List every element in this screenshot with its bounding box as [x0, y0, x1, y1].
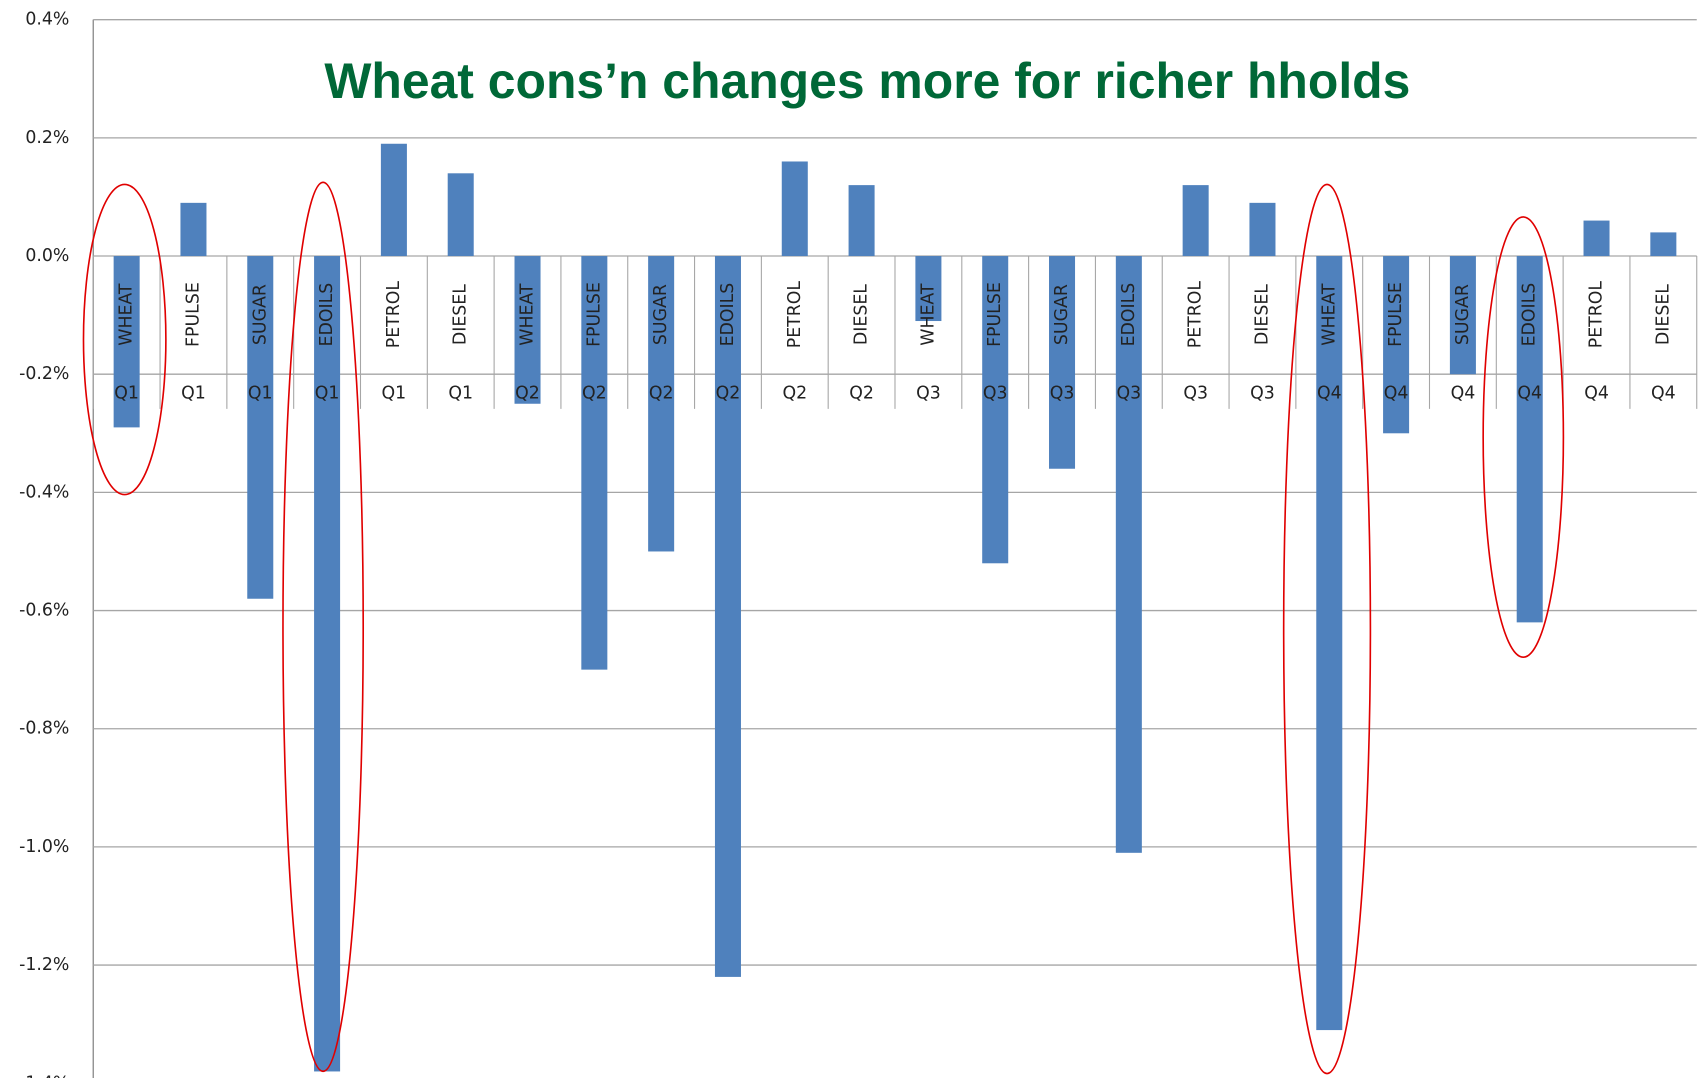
- y-tick-label: 0.4%: [25, 10, 69, 30]
- x-group-label: Q3: [1117, 384, 1142, 404]
- highlight: [82, 183, 167, 496]
- bar: [1115, 256, 1142, 853]
- x-group-label: Q1: [448, 384, 473, 404]
- chart-title: Wheat cons’n changes more for richer hho…: [324, 53, 1410, 109]
- x-tick-label: PETROL: [1186, 281, 1206, 349]
- highlight-ellipses: [82, 181, 1565, 1075]
- bar: [1182, 185, 1209, 257]
- x-group-label: Q4: [1517, 384, 1542, 404]
- bar: [1516, 256, 1543, 623]
- x-tick-label: SUGAR: [651, 284, 671, 345]
- x-group-label: Q1: [181, 384, 206, 404]
- x-group-label: Q2: [716, 384, 741, 404]
- bar: [848, 185, 875, 257]
- x-group-label: Q4: [1651, 384, 1676, 404]
- x-tick-label: FPULSE: [584, 282, 604, 347]
- y-tick-label: -0.8%: [19, 719, 69, 739]
- y-tick-label: -1.2%: [19, 955, 69, 975]
- x-tick-label: FPULSE: [1386, 282, 1406, 347]
- bar: [1249, 202, 1276, 257]
- x-tick-label: DIESEL: [1252, 284, 1272, 345]
- bar: [581, 256, 608, 670]
- x-tick-label: WHEAT: [518, 283, 538, 346]
- x-tick-label: SUGAR: [250, 284, 270, 345]
- highlight: [1282, 183, 1372, 1075]
- x-tick-label: EDOILS: [718, 283, 738, 347]
- x-group-label: Q1: [248, 384, 273, 404]
- x-group-label: Q1: [114, 384, 139, 404]
- x-tick-label: DIESEL: [451, 284, 471, 345]
- x-tick-label: PETROL: [384, 281, 404, 349]
- bar: [447, 173, 474, 257]
- bar: [982, 256, 1009, 564]
- bar: [915, 256, 942, 322]
- x-group-label: Q3: [1050, 384, 1075, 404]
- bar: [714, 256, 741, 977]
- highlight: [282, 181, 365, 1073]
- bar: [180, 202, 207, 257]
- x-group-label: Q4: [1451, 384, 1476, 404]
- x-tick-label: DIESEL: [1653, 284, 1673, 345]
- x-tick-label: SUGAR: [1453, 284, 1473, 345]
- bar: [1650, 232, 1677, 257]
- x-group-label: Q4: [1584, 384, 1609, 404]
- grid-layer: [92, 19, 1698, 1078]
- x-tick-label: WHEAT: [1319, 283, 1339, 346]
- y-tick-label: -0.2%: [19, 364, 69, 384]
- bar: [1316, 256, 1343, 1031]
- x-group-label: Q3: [916, 384, 941, 404]
- x-group-label: Q2: [582, 384, 607, 404]
- label-layer: 0.4% 0.2% 0.0% -0.2% -0.4% -0.6% -0.8% -1.0% -1.…: [19, 10, 1676, 1078]
- highlight: [1482, 216, 1565, 658]
- y-tick-label: 0.2%: [25, 128, 69, 148]
- x-tick-label: EDOILS: [1520, 283, 1540, 347]
- bar: [247, 256, 274, 599]
- bar: [514, 256, 541, 404]
- x-group-label: Q3: [1183, 384, 1208, 404]
- x-tick-label: FPULSE: [183, 282, 203, 347]
- bar: [1383, 256, 1410, 434]
- x-tick-label: WHEAT: [918, 283, 938, 346]
- x-group-label: Q2: [849, 384, 874, 404]
- y-tick-label: -0.6%: [19, 601, 69, 621]
- bar-layer: [113, 143, 1677, 1072]
- x-tick-label: DIESEL: [852, 284, 872, 345]
- x-group-label: Q2: [782, 384, 807, 404]
- y-tick-label: 0.0%: [25, 246, 69, 266]
- x-tick-label: EDOILS: [1119, 283, 1139, 347]
- x-group-label: Q3: [1250, 384, 1275, 404]
- bar: [1049, 256, 1076, 469]
- x-tick-label: FPULSE: [985, 282, 1005, 347]
- x-group-label: Q2: [649, 384, 674, 404]
- bar: [1583, 220, 1610, 257]
- x-group-label: Q4: [1317, 384, 1342, 404]
- x-group-label: Q4: [1384, 384, 1409, 404]
- x-group-label: Q3: [983, 384, 1008, 404]
- y-tick-label: -1.4%: [19, 1073, 69, 1078]
- bar: [648, 256, 675, 552]
- x-tick-label: PETROL: [1587, 281, 1607, 349]
- x-group-label: Q1: [315, 384, 340, 404]
- bar: [1449, 256, 1476, 375]
- bar: [380, 143, 407, 257]
- y-tick-label: -1.0%: [19, 837, 69, 857]
- bar: [781, 161, 808, 257]
- x-tick-label: EDOILS: [317, 283, 337, 347]
- y-tick-label: -0.4%: [19, 482, 69, 502]
- x-tick-label: WHEAT: [117, 283, 137, 346]
- bar: [113, 256, 140, 428]
- bar: [314, 256, 341, 1072]
- x-group-label: Q1: [382, 384, 407, 404]
- x-tick-label: PETROL: [785, 281, 805, 349]
- x-tick-label: SUGAR: [1052, 284, 1072, 345]
- x-group-label: Q2: [515, 384, 540, 404]
